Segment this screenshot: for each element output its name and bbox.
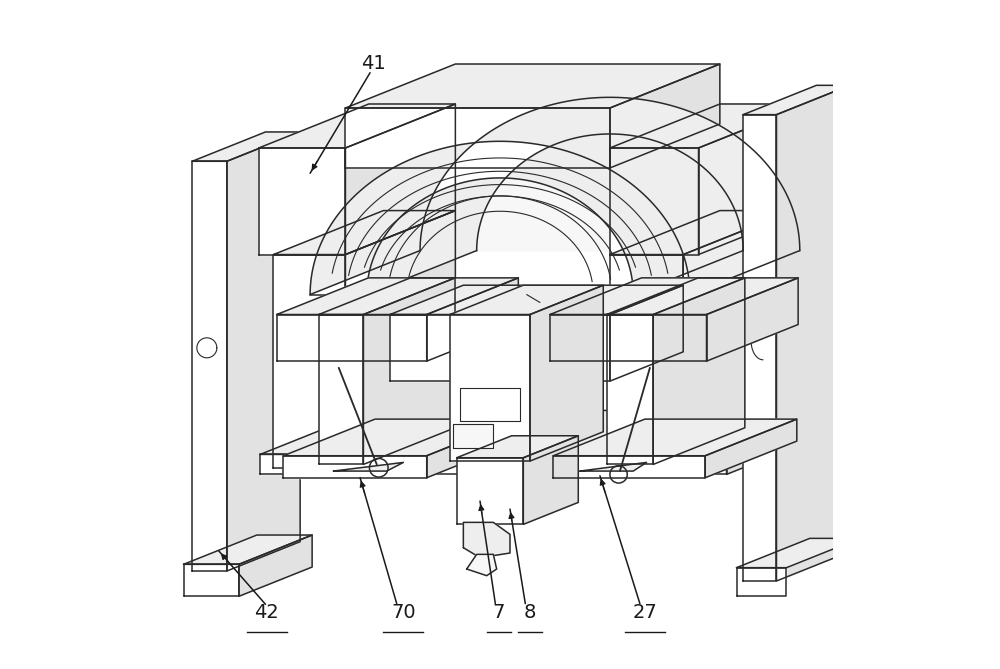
Polygon shape [610,254,683,468]
Text: 8: 8 [524,603,536,622]
Polygon shape [259,104,455,148]
Polygon shape [610,211,793,254]
Polygon shape [550,278,798,314]
Polygon shape [610,104,808,148]
Polygon shape [260,454,727,474]
Polygon shape [227,132,300,571]
Polygon shape [192,161,227,571]
Polygon shape [610,285,683,381]
Polygon shape [727,411,836,474]
Polygon shape [273,254,345,468]
Polygon shape [310,141,690,294]
Polygon shape [345,64,720,108]
Polygon shape [427,419,518,478]
Polygon shape [580,462,647,471]
Polygon shape [450,314,530,461]
Polygon shape [453,424,493,448]
Polygon shape [184,535,312,565]
Polygon shape [333,462,403,471]
Polygon shape [192,132,300,161]
Polygon shape [450,285,603,314]
Polygon shape [363,278,455,464]
Polygon shape [184,565,239,596]
Polygon shape [259,148,345,254]
Polygon shape [457,436,578,458]
Polygon shape [653,278,745,464]
Polygon shape [550,314,707,361]
Polygon shape [277,314,427,361]
Polygon shape [743,114,776,581]
Polygon shape [457,458,523,524]
Text: 7: 7 [492,603,505,622]
Polygon shape [277,278,518,314]
Polygon shape [737,568,786,596]
Polygon shape [523,436,578,524]
Polygon shape [283,456,427,478]
Text: 41: 41 [361,54,386,73]
Polygon shape [707,278,798,361]
Polygon shape [553,419,797,456]
Polygon shape [607,278,745,314]
Polygon shape [463,522,510,558]
Polygon shape [420,97,800,251]
Polygon shape [367,134,743,294]
Polygon shape [737,539,860,568]
Polygon shape [283,419,518,456]
Polygon shape [319,314,363,464]
Polygon shape [319,278,455,314]
Polygon shape [345,104,455,254]
Polygon shape [310,97,800,294]
Polygon shape [345,211,455,468]
Text: 42: 42 [254,603,279,622]
Polygon shape [260,411,836,454]
Text: 27: 27 [633,603,658,622]
Text: 70: 70 [391,603,416,622]
Polygon shape [467,555,497,575]
Polygon shape [530,285,603,461]
Polygon shape [553,456,705,478]
Polygon shape [776,86,850,581]
Polygon shape [610,64,720,168]
Polygon shape [390,314,610,381]
Polygon shape [390,285,683,314]
Polygon shape [273,211,455,254]
Polygon shape [345,108,610,168]
Polygon shape [699,104,808,254]
Polygon shape [683,211,793,468]
Polygon shape [607,314,653,464]
Polygon shape [705,419,797,478]
Polygon shape [427,278,518,361]
Polygon shape [743,86,850,114]
Polygon shape [610,148,699,254]
Polygon shape [239,535,312,596]
